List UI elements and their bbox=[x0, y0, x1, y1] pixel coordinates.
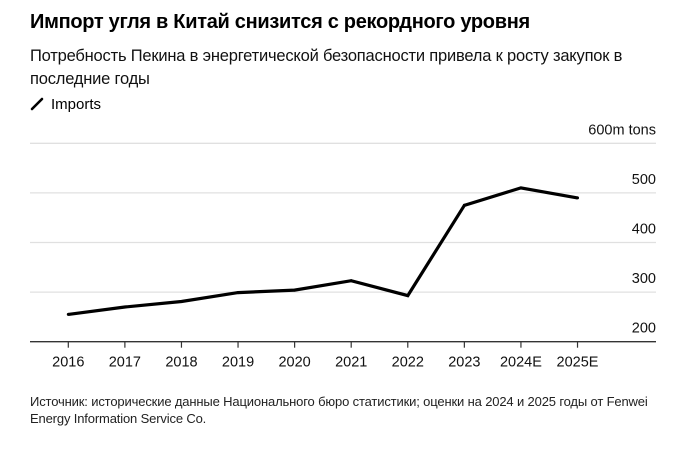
legend-label: Imports bbox=[51, 95, 102, 113]
x-tick-label: 2023 bbox=[448, 355, 480, 371]
data-point bbox=[123, 305, 127, 309]
x-tick-label: 2024E bbox=[500, 355, 542, 371]
data-point bbox=[519, 186, 523, 190]
data-point bbox=[236, 291, 240, 295]
x-tick-label: 2021 bbox=[335, 355, 367, 371]
data-point bbox=[179, 300, 183, 304]
y-tick-label: 500 bbox=[632, 172, 656, 188]
y-axis-labels: 600m tons 500 400 300 200 bbox=[588, 122, 656, 336]
x-tick-label: 2018 bbox=[165, 355, 197, 371]
y-tick-label: 200 bbox=[632, 321, 656, 337]
line-slash-icon bbox=[30, 97, 44, 111]
data-point bbox=[406, 294, 410, 298]
data-point bbox=[293, 288, 297, 292]
series bbox=[66, 186, 580, 316]
series-line-imports bbox=[68, 186, 578, 316]
x-tick-label: 2016 bbox=[52, 355, 84, 371]
x-axis: 2016 2017 2018 2019 2020 2021 2022 2023 2024E 202… bbox=[30, 340, 656, 371]
data-point bbox=[66, 312, 70, 316]
source-note: Источник: исторические данные Национальн… bbox=[30, 394, 648, 426]
data-point bbox=[462, 203, 466, 207]
y-tick-label: 400 bbox=[632, 222, 656, 238]
y-tick-label: 600m tons bbox=[588, 122, 656, 138]
chart-title: Импорт угля в Китай снизится с рекордног… bbox=[30, 11, 530, 33]
data-point bbox=[349, 279, 353, 283]
x-tick-label: 2022 bbox=[392, 355, 424, 371]
x-tick-label: 2017 bbox=[109, 355, 141, 371]
chart-subtitle: Потребность Пекина в энергетической безо… bbox=[30, 47, 623, 88]
data-point bbox=[576, 196, 580, 200]
x-tick-label: 2025E bbox=[557, 355, 599, 371]
x-tick-label: 2019 bbox=[222, 355, 254, 371]
legend: Imports bbox=[30, 94, 101, 114]
y-tick-label: 300 bbox=[632, 271, 656, 287]
x-tick-label: 2020 bbox=[278, 355, 310, 371]
gridlines bbox=[30, 142, 656, 293]
